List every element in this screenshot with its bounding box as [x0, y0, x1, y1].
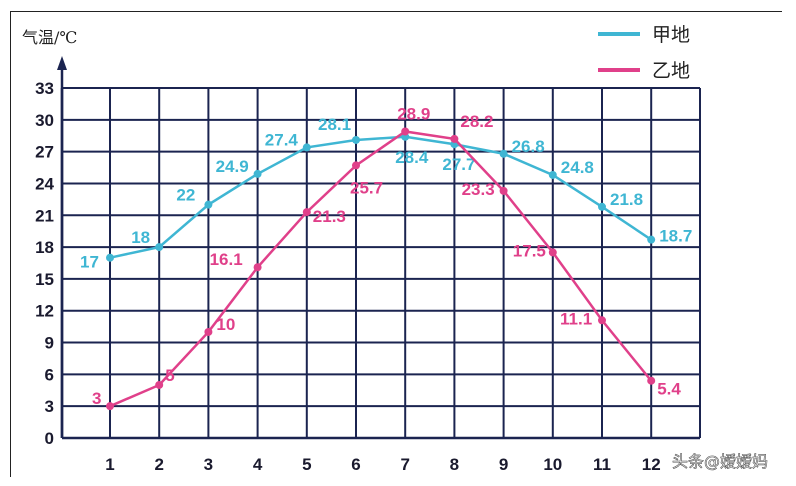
- data-label: 11.1: [560, 309, 592, 328]
- data-point: [598, 316, 606, 325]
- data-label: 5: [165, 366, 174, 385]
- x-tick-label: 10: [543, 455, 562, 474]
- y-tick-label: 12: [35, 302, 54, 321]
- data-label: 28.1: [318, 115, 351, 134]
- data-point: [106, 402, 114, 411]
- y-tick-label: 33: [35, 79, 54, 98]
- y-tick-label: 30: [35, 111, 54, 130]
- series-layer: 17 18 22 24.9 27.4 28.1 28.4 27.7 26.8 24.8 21.8 18…: [80, 104, 692, 411]
- data-point: [204, 200, 213, 209]
- data-point: [598, 202, 606, 211]
- data-point: [548, 170, 557, 179]
- data-label: 17: [80, 253, 99, 272]
- data-label: 16.1: [210, 250, 243, 269]
- data-point: [499, 186, 508, 195]
- y-tick-label: 18: [35, 238, 54, 257]
- data-point: [352, 161, 360, 170]
- y-axis-arrow: [57, 56, 67, 70]
- y-tick-label: 24: [35, 174, 54, 193]
- grid: [57, 56, 701, 440]
- y-tick-label: 9: [45, 334, 54, 353]
- data-point: [352, 135, 360, 144]
- data-label: 22: [176, 186, 195, 205]
- data-point: [647, 235, 656, 244]
- data-label: 28.9: [397, 104, 430, 123]
- x-tick-label: 9: [499, 455, 508, 474]
- x-tick-label: 12: [642, 455, 661, 474]
- data-point: [647, 376, 656, 385]
- data-label: 21.3: [313, 207, 346, 226]
- data-label: 10: [216, 315, 235, 334]
- data-point: [499, 149, 508, 158]
- data-point: [155, 243, 164, 252]
- y-tick-label: 0: [45, 429, 54, 448]
- data-point: [106, 253, 114, 262]
- y-tick-label: 21: [35, 206, 54, 225]
- data-label: 23.3: [462, 180, 495, 199]
- x-tick-label: 11: [593, 455, 611, 474]
- data-point: [302, 208, 311, 217]
- data-point: [204, 327, 213, 336]
- x-tick-label: 2: [154, 455, 163, 474]
- data-label: 27.4: [265, 130, 299, 149]
- y-tick-label: 3: [45, 397, 54, 416]
- data-label: 24.9: [216, 157, 249, 176]
- y-tick-label: 27: [35, 143, 54, 162]
- x-tick-label: 7: [400, 455, 409, 474]
- x-tick-label: 8: [450, 455, 459, 474]
- data-point: [450, 134, 459, 143]
- data-point: [548, 248, 557, 257]
- data-label: 5.4: [657, 380, 681, 399]
- y-tick-label: 6: [45, 365, 54, 384]
- data-label: 27.7: [442, 155, 475, 174]
- data-label: 3: [92, 389, 101, 408]
- x-tick-label: 1: [105, 455, 114, 474]
- data-label: 24.8: [561, 158, 594, 177]
- data-point: [253, 169, 262, 178]
- y-tick-label: 15: [35, 270, 54, 289]
- data-label: 28.4: [395, 148, 429, 167]
- x-tick-label: 6: [351, 455, 360, 474]
- legend-label: 乙地: [652, 60, 690, 82]
- x-tick-label: 5: [302, 455, 311, 474]
- y-axis-label: 气温/℃: [22, 28, 77, 47]
- data-label: 21.8: [610, 190, 643, 209]
- data-point: [253, 263, 262, 272]
- data-point: [302, 143, 311, 152]
- x-tick-label: 4: [253, 455, 263, 474]
- data-label: 28.2: [460, 112, 493, 131]
- data-label: 26.8: [512, 137, 545, 156]
- series-line: [109, 130, 653, 408]
- data-label: 25.7: [350, 178, 383, 197]
- legend-label: 甲地: [652, 24, 690, 46]
- series-line: [109, 135, 652, 259]
- data-label: 17.5: [513, 241, 546, 260]
- data-label: 18: [131, 228, 150, 247]
- watermark: 头条@嫒嫒妈: [672, 452, 768, 471]
- data-point: [155, 380, 164, 389]
- data-point: [401, 127, 410, 136]
- data-label: 18.7: [659, 227, 692, 246]
- chart-frame: [10, 11, 782, 477]
- x-tick-label: 3: [204, 455, 213, 474]
